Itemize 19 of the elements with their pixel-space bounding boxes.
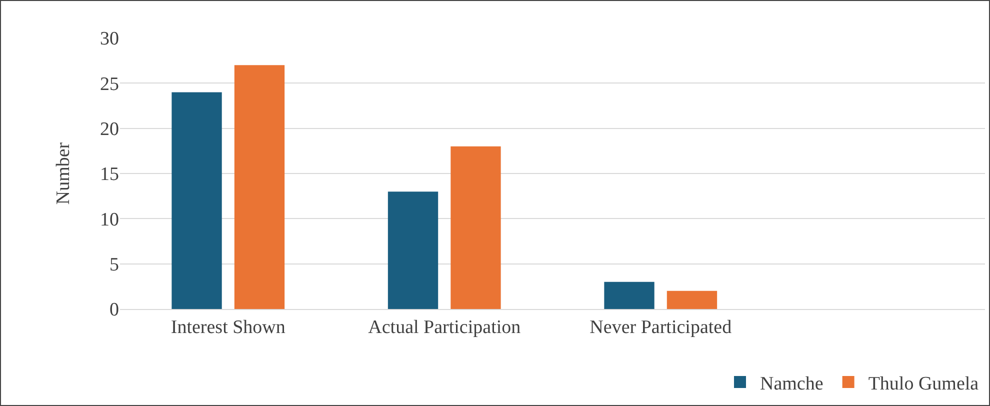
- y-axis-title: Number: [52, 142, 74, 205]
- y-tick-label: 5: [110, 254, 119, 276]
- x-tick-label: Interest Shown: [170, 316, 286, 338]
- y-tick-label: 15: [100, 164, 119, 186]
- bar: [450, 146, 501, 309]
- y-tick-label: 0: [110, 300, 119, 321]
- y-tick-label: 20: [100, 118, 119, 140]
- legend-label: Namche: [760, 373, 824, 394]
- legend-label: Thulo Gumela: [868, 373, 980, 394]
- y-tick-label: 25: [100, 74, 119, 95]
- x-tick-label: Actual Participation: [368, 316, 522, 338]
- y-tick-label: 30: [100, 28, 119, 50]
- bar: [388, 192, 438, 309]
- y-tick-label: 10: [100, 209, 119, 230]
- bar: [666, 290, 718, 309]
- bar: [234, 65, 285, 309]
- bar: [604, 282, 654, 309]
- bar: [172, 92, 222, 309]
- x-tick-label: Never Participated: [590, 316, 732, 338]
